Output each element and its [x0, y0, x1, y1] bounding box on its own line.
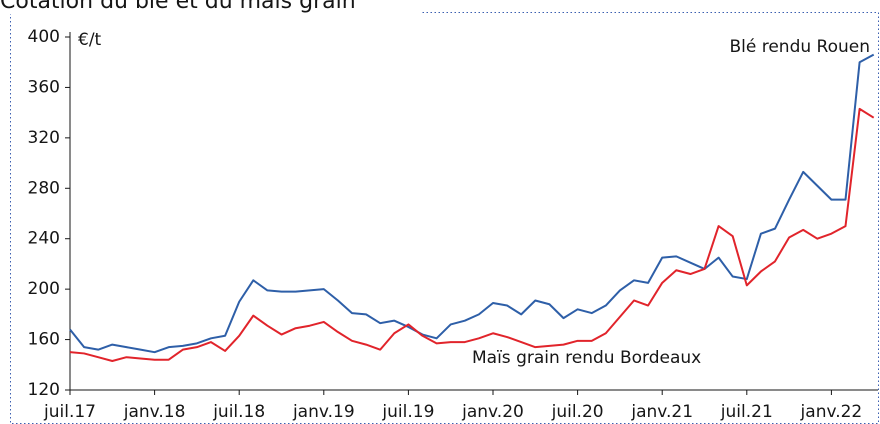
- x-tick-label: janv.22: [800, 402, 863, 422]
- y-tick-label: 160: [28, 330, 60, 350]
- x-tick-label: janv.18: [123, 402, 186, 422]
- y-tick-label: 400: [28, 27, 60, 47]
- x-tick-label: juil.19: [381, 402, 434, 422]
- x-tick-label: janv.20: [461, 402, 524, 422]
- y-tick-label: 360: [28, 77, 60, 97]
- x-tick-label: juil.17: [43, 402, 96, 422]
- frame: [10, 12, 879, 424]
- series-label: Blé rendu Rouen: [729, 37, 870, 57]
- x-tick-label: juil.21: [720, 402, 773, 422]
- y-tick-label: 280: [28, 178, 60, 198]
- title-background: [0, 0, 420, 14]
- x-tick-label: juil.18: [212, 402, 265, 422]
- y-unit: €/t: [78, 30, 102, 50]
- x-tick-label: juil.20: [551, 402, 604, 422]
- y-tick-label: 240: [28, 229, 60, 249]
- chart-title: Cotation du blé et du maïs grain: [0, 0, 356, 14]
- y-tick-label: 120: [28, 380, 60, 400]
- x-tick-label: janv.19: [292, 402, 355, 422]
- series-line: [69, 107, 875, 363]
- y-tick-label: 200: [28, 279, 60, 299]
- x-tick-label: janv.21: [630, 402, 693, 422]
- series-line: [69, 53, 875, 354]
- y-tick-label: 320: [28, 128, 60, 148]
- series-label: Maïs grain rendu Bordeaux: [472, 348, 701, 368]
